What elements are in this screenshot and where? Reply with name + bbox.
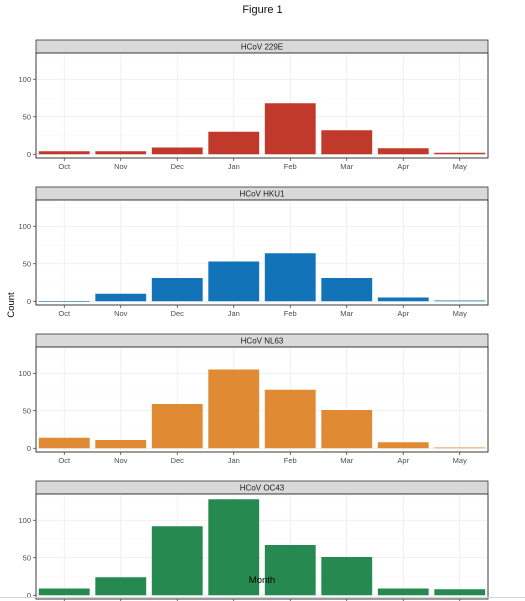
y-tick-label: 100 bbox=[18, 222, 31, 231]
x-tick-label: Mar bbox=[340, 309, 353, 318]
y-tick-label: 0 bbox=[27, 591, 31, 600]
x-tick-label: Nov bbox=[114, 309, 128, 318]
bar-nov bbox=[95, 440, 147, 449]
y-tick-label: 0 bbox=[27, 444, 31, 453]
x-tick-label: Mar bbox=[340, 162, 353, 171]
y-tick-label: 50 bbox=[23, 553, 31, 562]
bar-feb bbox=[264, 389, 316, 449]
bar-oct bbox=[38, 437, 90, 449]
bar-mar bbox=[321, 278, 373, 302]
bar-dec bbox=[151, 278, 203, 302]
x-tick-label: Jan bbox=[228, 309, 240, 318]
bar-may bbox=[434, 300, 486, 302]
x-tick-label: Oct bbox=[58, 162, 71, 171]
bar-may bbox=[434, 152, 486, 155]
x-tick-label: Dec bbox=[171, 162, 185, 171]
facet-title: HCoV OC43 bbox=[240, 484, 285, 493]
x-tick-label: Feb bbox=[284, 456, 297, 465]
bar-jan bbox=[208, 131, 260, 155]
bar-nov bbox=[95, 577, 147, 596]
y-tick-label: 50 bbox=[23, 259, 31, 268]
y-tick-label: 100 bbox=[18, 369, 31, 378]
bar-apr bbox=[377, 588, 429, 596]
panel-border bbox=[35, 199, 489, 306]
x-tick-label: Jan bbox=[228, 162, 240, 171]
figure-title: Figure 1 bbox=[242, 4, 283, 16]
x-tick-label: Nov bbox=[114, 162, 128, 171]
facet-title: HCoV HKU1 bbox=[240, 190, 285, 199]
plot-panel bbox=[35, 199, 489, 306]
y-tick-label: 50 bbox=[23, 406, 31, 415]
x-tick-label: Feb bbox=[284, 162, 297, 171]
x-tick-label: Oct bbox=[58, 456, 71, 465]
y-tick-label: 0 bbox=[27, 297, 31, 306]
plot-panel bbox=[35, 52, 489, 159]
y-tick-label: 100 bbox=[18, 75, 31, 84]
bar-apr bbox=[377, 297, 429, 302]
y-tick-label: 50 bbox=[23, 112, 31, 121]
y-axis-title: Count bbox=[6, 292, 17, 318]
bar-may bbox=[434, 589, 486, 596]
bar-dec bbox=[151, 147, 203, 155]
bar-feb bbox=[264, 103, 316, 155]
bar-dec bbox=[151, 526, 203, 596]
x-tick-label: May bbox=[453, 456, 467, 465]
panel-border bbox=[35, 52, 489, 159]
x-tick-label: Apr bbox=[397, 456, 409, 465]
x-tick-label: Nov bbox=[114, 456, 128, 465]
bar-jan bbox=[208, 369, 260, 449]
panel-border bbox=[35, 346, 489, 453]
bar-nov bbox=[95, 293, 147, 302]
x-tick-label: Jan bbox=[228, 456, 240, 465]
page-bottom-border bbox=[0, 597, 525, 598]
panel-border bbox=[35, 493, 489, 600]
bar-oct bbox=[38, 301, 90, 302]
bar-oct bbox=[38, 588, 90, 596]
bar-nov bbox=[95, 151, 147, 155]
x-tick-label: Feb bbox=[284, 309, 297, 318]
x-tick-label: May bbox=[453, 162, 467, 171]
x-tick-label: Apr bbox=[397, 162, 409, 171]
bar-may bbox=[434, 447, 486, 449]
y-tick-label: 100 bbox=[18, 516, 31, 525]
bar-oct bbox=[38, 151, 90, 155]
x-tick-label: May bbox=[453, 309, 467, 318]
bar-mar bbox=[321, 130, 373, 155]
x-tick-label: Dec bbox=[171, 456, 185, 465]
facet-title: HCoV NL63 bbox=[241, 337, 284, 346]
bar-mar bbox=[321, 410, 373, 449]
x-tick-label: Apr bbox=[397, 309, 409, 318]
x-tick-label: Mar bbox=[340, 456, 353, 465]
facet-title: HCoV 229E bbox=[241, 43, 283, 52]
x-axis-title: Month bbox=[249, 575, 275, 586]
x-tick-label: Oct bbox=[58, 309, 71, 318]
bar-apr bbox=[377, 148, 429, 155]
bar-feb bbox=[264, 545, 316, 596]
bar-feb bbox=[264, 253, 316, 302]
plot-panel bbox=[35, 346, 489, 453]
y-tick-label: 0 bbox=[27, 150, 31, 159]
bar-apr bbox=[377, 442, 429, 449]
bar-dec bbox=[151, 404, 203, 449]
bar-mar bbox=[321, 557, 373, 596]
bar-jan bbox=[208, 261, 260, 302]
bar-jan bbox=[208, 499, 260, 596]
x-tick-label: Dec bbox=[171, 309, 185, 318]
